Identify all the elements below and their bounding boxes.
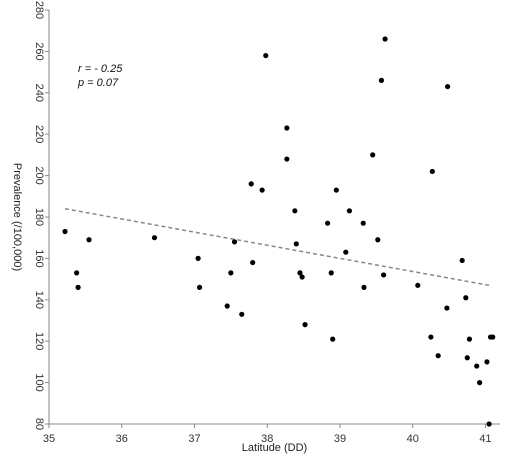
data-point [293,241,299,247]
data-point [490,334,496,340]
data-point [370,152,376,158]
y-tick-label: 160 [33,249,45,267]
data-point [292,208,298,214]
data-point [415,282,421,288]
data-points [62,36,496,427]
data-point [228,270,234,276]
data-point [343,249,349,255]
data-point [284,125,290,131]
data-point [333,187,339,193]
y-axis-label: Prevalence (/100,000) [11,163,23,271]
data-point [151,235,158,241]
data-point [263,52,269,59]
data-point [445,83,451,90]
data-point [325,220,331,226]
x-tick-label: 35 [43,433,55,445]
data-point [62,228,68,235]
correlation-p-annotation: p = 0.07 [77,77,119,89]
data-point [250,259,256,266]
data-point [86,237,92,243]
data-point [195,255,201,261]
data-point [259,187,265,193]
data-point [248,181,254,187]
data-point [360,220,366,226]
y-tick-label: 240 [33,84,45,102]
data-point [429,168,435,175]
x-tick-label: 36 [116,433,128,445]
y-tick-label: 260 [33,42,45,60]
x-tick-label: 40 [407,433,419,445]
y-tick-label: 220 [33,125,45,143]
data-point [486,421,492,427]
y-tick-label: 200 [33,166,45,184]
data-point [284,156,290,162]
y-tick-label: 120 [33,332,45,350]
data-point [299,274,305,280]
data-point [297,270,303,276]
x-tick-label: 39 [334,433,346,445]
y-tick-label: 280 [33,1,45,19]
data-point [382,36,388,42]
y-axis-ticks: 80 100 120 140 160 180 200 220 240 260 280 [33,1,49,430]
data-point [381,272,387,278]
trendline [64,207,490,287]
data-point [346,208,353,214]
x-tick-label: 37 [188,433,200,445]
x-axis-ticks: 35 36 37 38 39 40 41 [43,424,492,445]
data-point [74,270,80,276]
data-point [484,359,490,365]
data-point [464,355,470,361]
data-point [75,284,81,290]
data-point [428,334,434,340]
y-tick-label: 140 [33,291,45,309]
data-point [302,322,308,328]
x-axis-label: Latitude (DD) [242,442,307,454]
data-point [463,295,469,301]
data-point [231,239,238,245]
y-tick-label: 80 [33,418,45,430]
data-point [330,336,336,342]
data-point [466,336,473,342]
data-point [459,257,465,264]
data-point [224,303,230,309]
data-point [435,353,441,359]
data-point [378,77,385,83]
data-point [239,311,245,317]
data-point [474,363,480,369]
y-tick-label: 180 [33,208,45,226]
x-tick-label: 38 [261,433,273,445]
data-point [196,284,203,290]
x-tick-label: 41 [479,433,491,445]
data-point [444,305,450,311]
y-tick-label: 100 [33,373,45,391]
data-point [477,380,483,386]
data-point [328,270,334,276]
correlation-r-annotation: r = - 0.25 [78,63,123,75]
data-point [375,237,381,243]
data-point [361,284,367,290]
